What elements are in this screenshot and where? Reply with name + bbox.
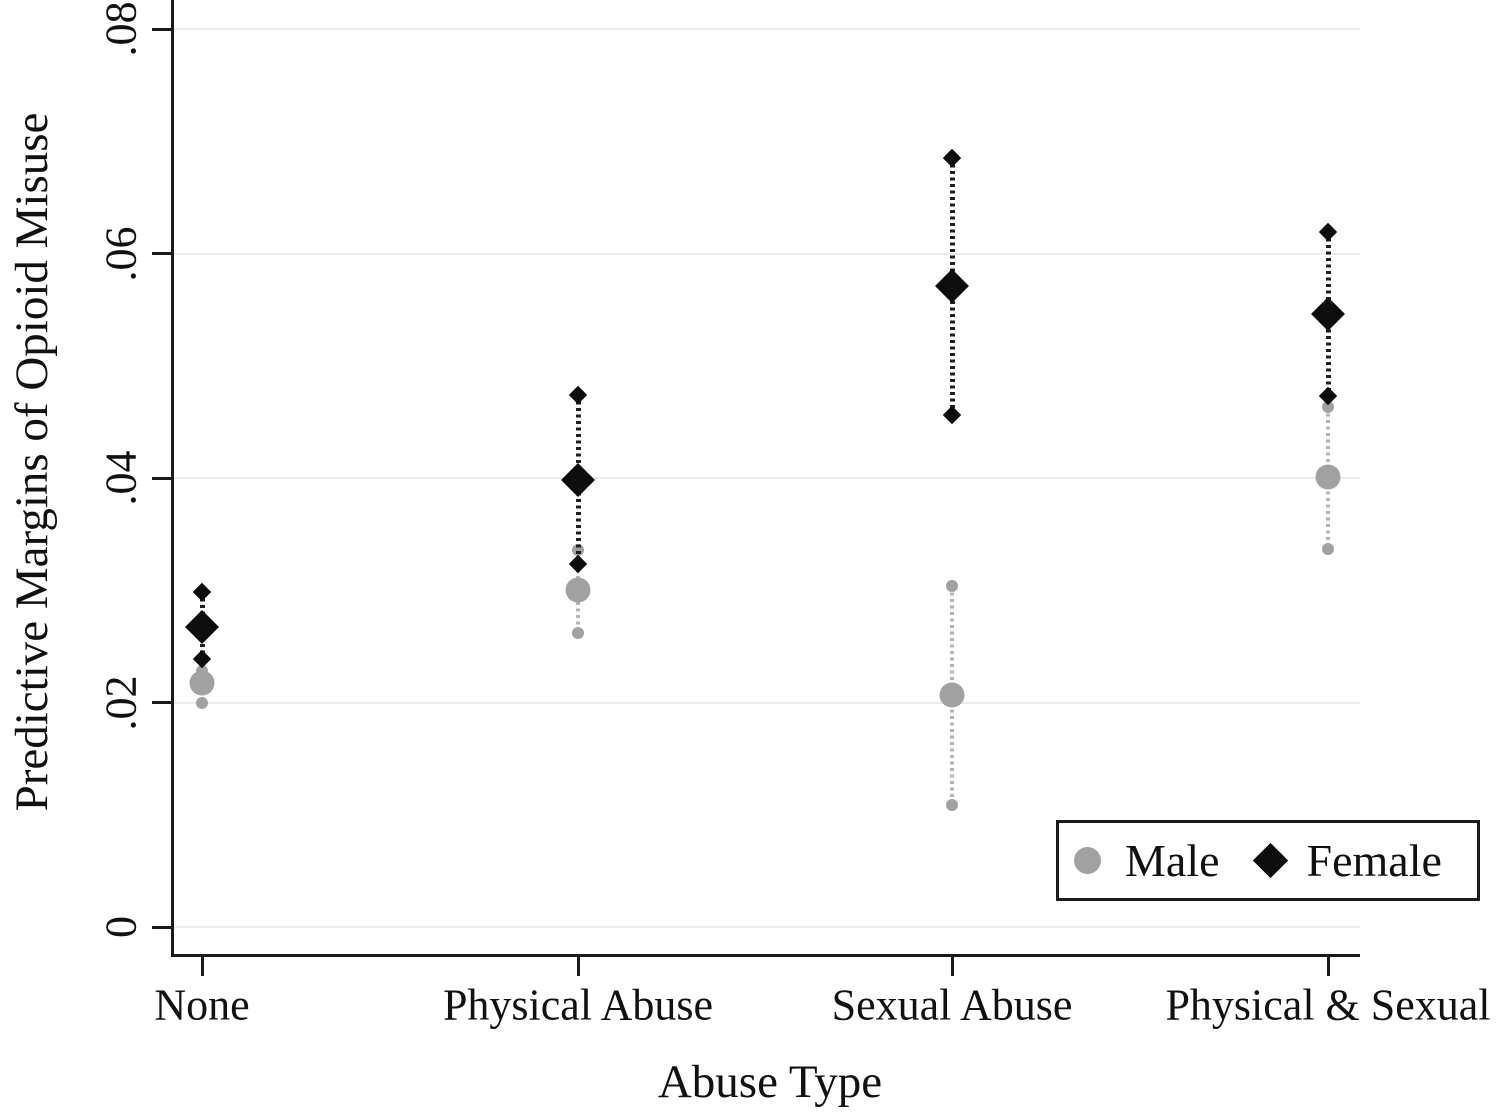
female-ci-cap — [192, 649, 212, 668]
male-ci-cap — [196, 696, 208, 709]
female-point-marker — [1311, 297, 1345, 332]
y-tick — [152, 252, 173, 255]
male-ci-cap — [1322, 401, 1334, 414]
female-point-marker — [185, 610, 219, 645]
male-point-marker — [939, 682, 965, 708]
legend: Male Female — [1056, 820, 1480, 901]
x-tick — [950, 955, 954, 976]
y-tick — [152, 701, 173, 704]
female-ci-cap — [942, 405, 962, 425]
male-ci-cap — [946, 798, 958, 811]
y-tick-label: .04 — [96, 450, 146, 506]
female-ci-cap — [942, 148, 962, 168]
y-tick-label: .02 — [96, 675, 146, 730]
y-axis-title: Predictive Margins of Opioid Misuse — [6, 112, 58, 812]
female-ci-cap — [1318, 222, 1338, 242]
legend-label-female: Female — [1306, 835, 1442, 886]
male-point-marker — [189, 670, 215, 696]
y-tick — [152, 27, 173, 31]
gridline — [173, 252, 1360, 255]
female-ci-cap — [568, 385, 588, 405]
y-tick-label: .06 — [96, 226, 146, 281]
female-diamond-icon — [1252, 842, 1288, 879]
gridline — [173, 926, 1360, 928]
female-ci-cap — [192, 583, 212, 602]
y-axis-line — [171, 0, 174, 957]
x-tick — [576, 955, 580, 976]
male-ci-cap — [572, 626, 584, 639]
male-ci-cap — [1322, 542, 1334, 555]
x-category-label: None — [154, 980, 250, 1030]
x-category-label: Physical Abuse — [442, 980, 714, 1030]
gridline — [173, 477, 1360, 479]
gridline — [173, 701, 1360, 704]
male-point-marker — [565, 577, 591, 603]
female-point-marker — [935, 269, 969, 304]
female-point-marker — [561, 463, 595, 498]
y-tick — [152, 476, 173, 480]
x-axis-title: Abuse Type — [657, 1056, 883, 1108]
male-point-marker — [1315, 464, 1341, 490]
legend-label-male: Male — [1125, 835, 1220, 886]
y-tick-label: 0 — [96, 916, 146, 938]
female-ci-cap — [1318, 386, 1338, 406]
female-ci-cap — [568, 555, 588, 574]
male-ci-cap — [946, 579, 958, 592]
gridline — [173, 28, 1360, 30]
male-circle-icon — [1074, 847, 1101, 874]
y-tick — [152, 925, 173, 929]
x-category-label: Physical & Sexual — [1165, 980, 1491, 1030]
y-tick-label: .08 — [96, 1, 146, 57]
x-tick — [1326, 955, 1330, 976]
x-category-label: Sexual Abuse — [831, 980, 1073, 1030]
x-axis-line — [171, 954, 1360, 957]
x-tick — [200, 955, 204, 976]
